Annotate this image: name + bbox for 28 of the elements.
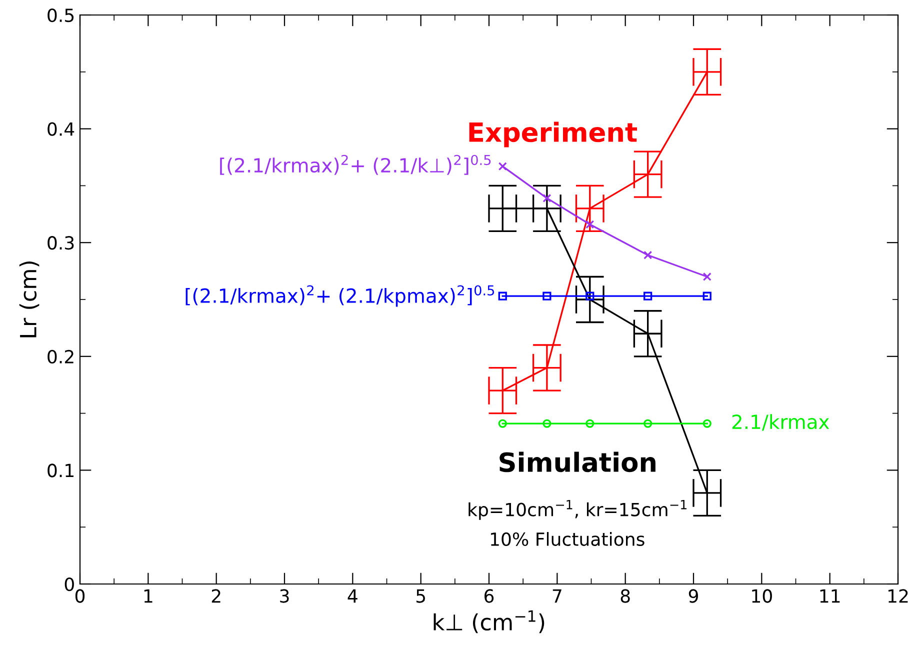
x-tick-label: 1 [144, 589, 152, 603]
y-tick-label: 0.1 [48, 464, 74, 478]
series-label: [(2.1/krmax)$^{2}$+ (2.1/kpmax)$^{2}$]$^{0.5}$ [186, 285, 494, 307]
x-tick-label: 6 [484, 589, 494, 603]
y-tick-label: 0 [64, 577, 74, 592]
y-tick-label: 0.5 [48, 8, 74, 22]
y-axis-title: Lr (cm) [19, 262, 40, 338]
series-label: Simulation [500, 452, 656, 472]
series-label: [(2.1/krmax)$^{2}$+ (2.1/k⊥)$^{2}$]$^{0.5}$ [220, 154, 491, 175]
annotation: 10% Fluctuations [490, 532, 644, 546]
series-label: Experiment [469, 122, 637, 148]
annotation: kp=10cm$^{−1}$, kr=15cm$^{−1}$ [468, 500, 686, 520]
x-tick-label: 7 [552, 589, 562, 603]
x-tick-label: 4 [348, 589, 358, 603]
x-tick-label: 11 [820, 589, 840, 603]
x-tick-label: 9 [688, 589, 698, 603]
x-axis-title: k⊥ (cm$^{−1}$) [434, 610, 544, 634]
y-tick-label: 0.2 [48, 350, 74, 364]
y-tick-label: 0.4 [48, 122, 74, 136]
x-tick-label: 3 [280, 589, 289, 603]
x-tick-label: 2 [212, 589, 220, 603]
x-tick-label: 10 [752, 589, 772, 603]
y-tick-label: 0.3 [48, 236, 74, 250]
x-tick-label: 8 [620, 589, 630, 603]
x-tick-label: 0 [75, 589, 85, 603]
x-tick-label: 5 [416, 589, 425, 603]
series-label: 2.1/krmax [732, 414, 830, 431]
x-tick-label: 12 [888, 589, 908, 603]
